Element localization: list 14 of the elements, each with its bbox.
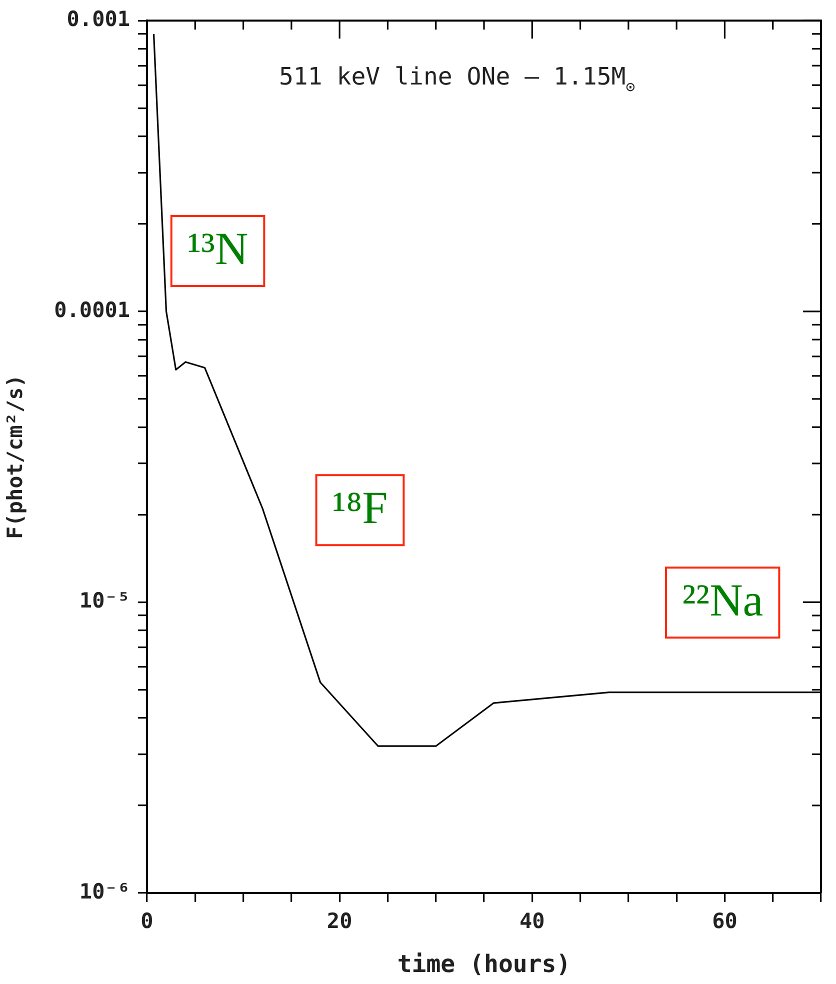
x-tick-label: 0 bbox=[140, 909, 154, 934]
x-tick-label: 20 bbox=[326, 909, 352, 934]
x-axis-title: time (hours) bbox=[397, 950, 571, 978]
annotation: ²²Na bbox=[682, 574, 764, 626]
y-axis-title: F(phot/cm²/s) bbox=[3, 374, 28, 539]
y-tick-label: 10⁻⁶ bbox=[79, 879, 130, 904]
x-tick-label: 60 bbox=[712, 909, 738, 934]
y-tick-label: 10⁻⁵ bbox=[79, 588, 130, 613]
x-tick-label: 40 bbox=[519, 909, 545, 934]
annotation: ¹³N bbox=[187, 223, 248, 274]
text: 511 keV line ONe – 1.15M⊙ bbox=[278, 62, 636, 96]
y-tick-label: 0.001 bbox=[66, 7, 130, 32]
annotation: ¹⁸F bbox=[332, 482, 388, 534]
y-tick-label: 0.0001 bbox=[54, 298, 130, 322]
